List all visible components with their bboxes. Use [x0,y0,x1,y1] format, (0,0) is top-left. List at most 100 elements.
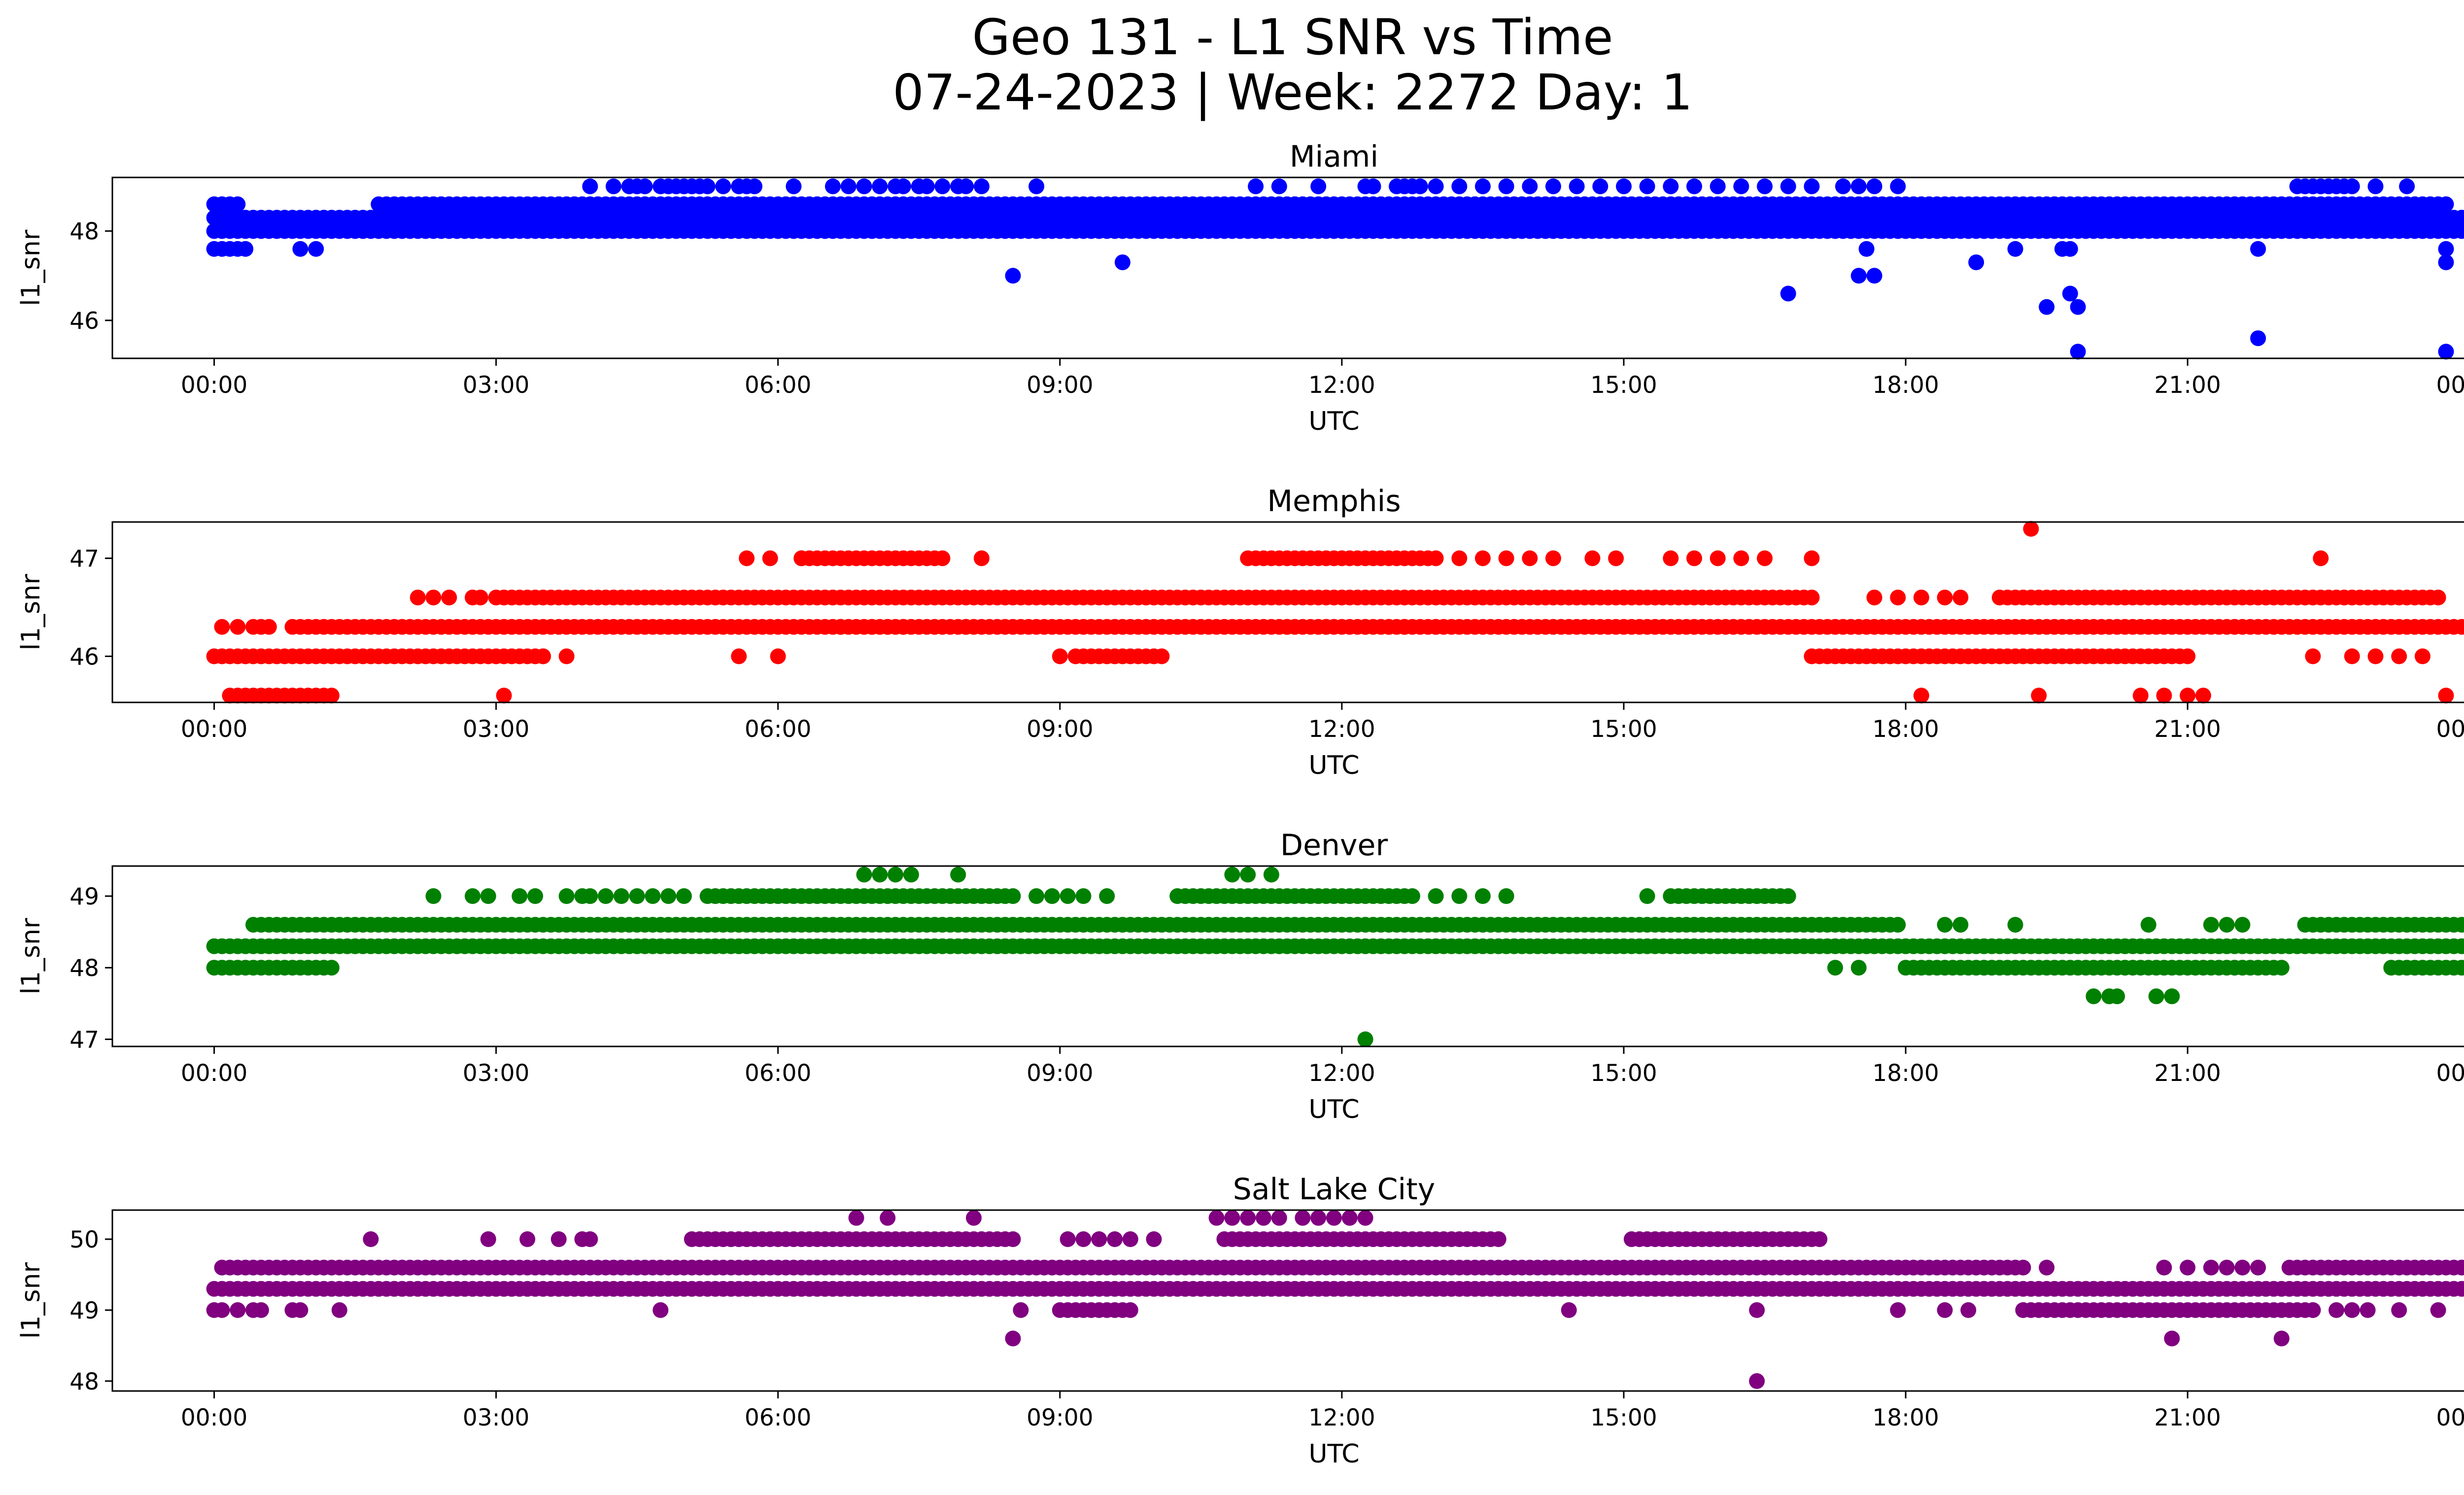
miami-ytick-label: 46 [69,308,99,335]
denver-point [629,888,645,904]
miami-point [1271,178,1287,195]
salt-lake-city-points [206,1210,2464,1389]
miami-point [2070,299,2086,315]
memphis-point [1710,550,1726,566]
denver-point [1937,917,1953,933]
miami-xtick-label: 00:00 [181,372,247,399]
denver-point [1890,917,1906,933]
memphis-point [1804,590,1820,606]
miami-point [1365,178,1381,195]
miami-point [1757,178,1773,195]
salt-lake-city-point [848,1210,864,1226]
memphis-ytick-label: 46 [69,644,99,671]
memphis-point [739,550,755,566]
memphis-point [496,688,512,704]
memphis-point [2195,688,2211,704]
miami-ylabel: l1_snr [16,229,46,306]
memphis-point [214,619,230,635]
memphis-point [1545,550,1561,566]
subplot-miami: Miami 00:00 03:00 06:00 09:00 12:00 15:00 18:00… [16,139,2464,436]
denver-title: Denver [1280,828,1388,863]
miami-point [840,178,856,195]
miami-point [2070,344,2086,360]
memphis-point [770,648,786,664]
miami-point [715,178,731,195]
salt-lake-city-point [2234,1259,2251,1276]
memphis-point [864,619,880,635]
denver-point [480,888,496,904]
salt-lake-city-ytick-label: 50 [69,1226,99,1253]
memphis-point [1498,550,1514,566]
denver-xtick-label: 03:00 [463,1060,529,1087]
denver-point [2454,917,2464,933]
denver-xtick-label: 18:00 [1872,1060,1939,1087]
salt-lake-city-point [2462,1262,2464,1274]
salt-lake-city-point [1005,1231,1021,1247]
salt-lake-city-point [1326,1210,1342,1226]
memphis-point [230,619,246,635]
denver-xtick-label: 15:00 [1590,1060,1657,1087]
miami-point [1866,268,1882,284]
memphis-points [206,521,2464,704]
memphis-point [2313,550,2329,566]
denver-point [1005,888,1021,904]
memphis-point [1804,550,1820,566]
salt-lake-city-point [1490,1231,1506,1247]
miami-xtick-label: 09:00 [1027,372,1093,399]
miami-point [1498,178,1514,195]
salt-lake-city-point [1224,1210,1240,1226]
salt-lake-city-point [2328,1302,2345,1318]
memphis-point [973,550,990,566]
miami-point [825,178,841,195]
salt-lake-city-xtick-label: 06:00 [745,1404,811,1431]
salt-lake-city-point [550,1231,567,1247]
miami-point [1428,178,1444,195]
memphis-point [2188,590,2203,606]
denver-point [558,888,575,904]
memphis-point [472,590,488,606]
memphis-point [1428,550,1444,566]
salt-lake-city-point [1960,1302,1977,1318]
miami-point [1114,254,1130,271]
miami-xtick-label: 18:00 [1872,372,1939,399]
salt-lake-city-point [1749,1373,1765,1389]
miami-point [2062,285,2078,302]
denver-points [206,867,2464,1047]
memphis-point [1757,550,1773,566]
miami-point [1451,178,1468,195]
memphis-point [2172,590,2188,606]
miami-point [919,178,935,195]
memphis-point [1913,688,1929,704]
salt-lake-city-point [1310,1210,1327,1226]
denver-point [1224,867,1240,883]
salt-lake-city-point [1208,1210,1225,1226]
denver-point [2454,938,2464,954]
denver-point [1060,888,1076,904]
miami-point [2250,330,2266,347]
denver-point [645,888,661,904]
memphis-xlabel: UTC [1308,751,1359,780]
denver-point [323,960,340,976]
memphis-point [2454,619,2464,635]
salt-lake-city-ylabel: l1_snr [16,1262,46,1339]
miami-point [238,241,254,257]
salt-lake-city-point [2164,1330,2180,1347]
memphis-point [535,648,551,664]
salt-lake-city-point [2203,1259,2219,1276]
denver-point [2462,940,2464,952]
miami-point [1663,178,1679,195]
denver-point [1263,867,1279,883]
memphis-point [1451,550,1468,566]
denver-point [2164,988,2180,1005]
salt-lake-city-point [1146,1231,1162,1247]
memphis-point [1474,550,1491,566]
miami-point [2438,241,2454,257]
denver-point [2148,988,2164,1005]
memphis-point [1154,648,1170,664]
memphis-point [934,550,951,566]
miami-point [934,178,951,195]
miami-point [1780,178,1796,195]
miami-point [2438,344,2454,360]
denver-point [660,888,677,904]
memphis-point [958,619,974,635]
